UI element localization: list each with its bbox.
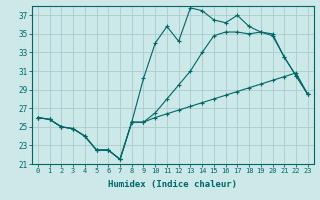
- X-axis label: Humidex (Indice chaleur): Humidex (Indice chaleur): [108, 180, 237, 189]
